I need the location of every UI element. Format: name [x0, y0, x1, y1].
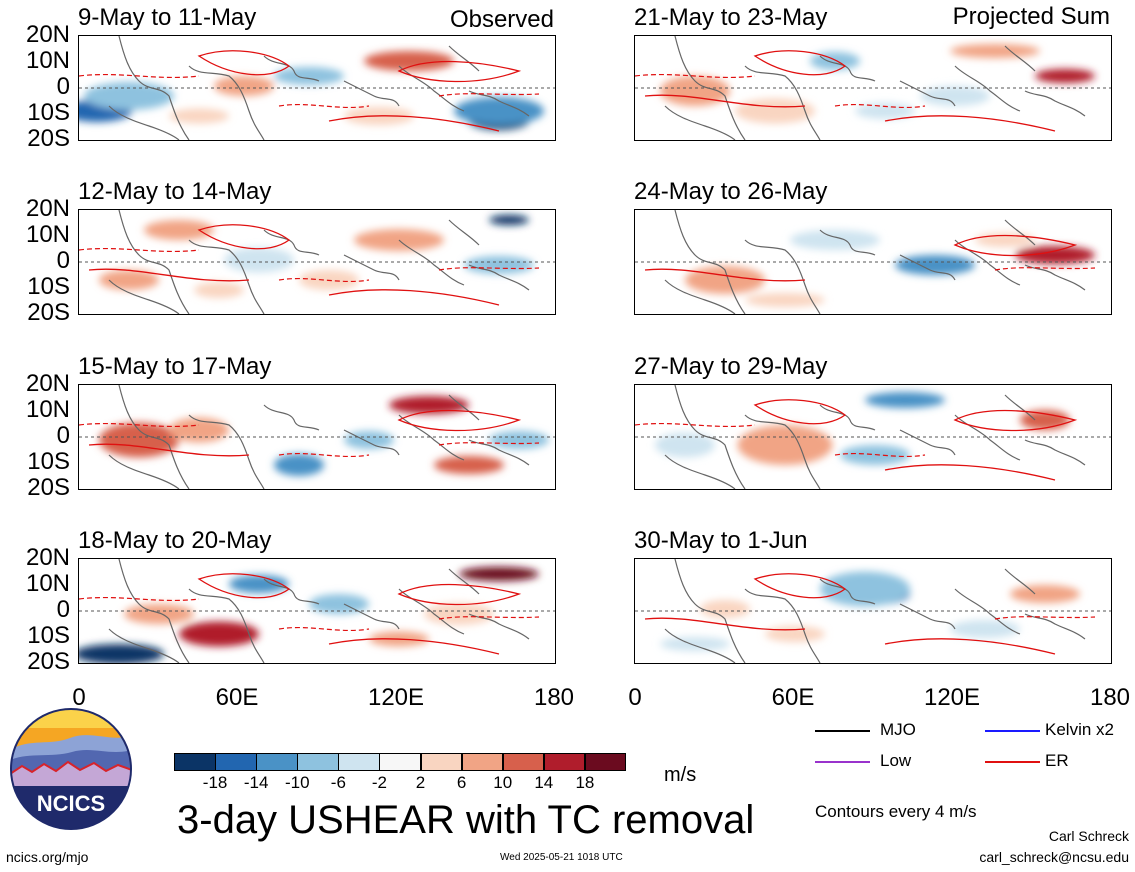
colorbar-swatch	[256, 753, 298, 771]
lon-label: 60E	[771, 684, 815, 711]
panel-title: 21-May to 23-May	[634, 4, 828, 31]
colorbar-label: 14	[534, 773, 554, 792]
lat-label: 10S	[27, 99, 70, 126]
colorbar-label: 18	[575, 773, 595, 792]
panel-title: 18-May to 20-May	[78, 527, 272, 554]
lat-label: 0	[56, 422, 70, 449]
colorbar-swatch	[297, 753, 339, 771]
lat-label: 10N	[25, 570, 70, 597]
shear-map	[634, 384, 1112, 490]
colorbar-swatch	[543, 753, 586, 771]
colorbar-label: -10	[284, 773, 310, 792]
lat-label: 0	[56, 596, 70, 623]
legend-line-mjo	[815, 730, 870, 732]
panel-title: 30-May to 1-Jun	[634, 527, 808, 554]
lat-label: 20N	[25, 370, 70, 397]
footer-timestamp: Wed 2025-05-21 1018 UTC	[500, 852, 623, 863]
lat-label: 20S	[27, 299, 70, 326]
colorbar-swatch	[379, 753, 422, 771]
lat-label: 20N	[25, 21, 70, 48]
footer-url: ncics.org/mjo	[6, 849, 89, 865]
shear-map	[634, 558, 1112, 664]
lon-label: 60E	[215, 684, 259, 711]
lon-label: 180	[533, 684, 575, 711]
main-title: 3-day USHEAR with TC removal	[177, 798, 755, 842]
lat-label: 20S	[27, 125, 70, 152]
colorbar-swatch	[174, 753, 216, 771]
panel-title: 9-May to 11-May	[78, 4, 257, 31]
colorbar-swatch	[420, 753, 463, 771]
shear-map	[634, 35, 1112, 141]
colorbar-swatch	[215, 753, 257, 771]
footer-author: Carl Schreck	[1048, 828, 1129, 844]
lat-label: 20S	[27, 474, 70, 501]
shear-map	[634, 209, 1112, 315]
lat-label: 10N	[25, 221, 70, 248]
colorbar-swatch	[502, 753, 545, 771]
projected-sum-heading: Projected Sum	[952, 3, 1110, 30]
panel-title: 27-May to 29-May	[634, 353, 828, 380]
lon-label: 0	[72, 684, 86, 711]
logo-text: NCICS	[37, 791, 105, 816]
lon-label: 180	[1089, 684, 1131, 711]
colorbar-label: 2	[415, 773, 426, 792]
shear-map	[78, 558, 556, 664]
lon-label: 120E	[367, 684, 425, 711]
colorbar-swatch	[461, 753, 504, 771]
colorbar-label: -6	[330, 773, 346, 792]
lat-label: 10S	[27, 622, 70, 649]
lat-label: 0	[56, 73, 70, 100]
lat-label: 10N	[25, 396, 70, 423]
colorbar-label: -2	[371, 773, 388, 792]
observed-heading: Observed	[449, 6, 554, 33]
legend-line-kelvin	[985, 730, 1040, 732]
colorbar-label: 10	[493, 773, 513, 792]
shear-map	[78, 35, 556, 141]
colorbar-swatch	[584, 753, 627, 771]
shear-map	[78, 209, 556, 315]
lat-label: 10S	[27, 448, 70, 475]
panel-title: 24-May to 26-May	[634, 178, 828, 205]
lat-label: 0	[56, 247, 70, 274]
lat-label: 20N	[25, 544, 70, 571]
legend-label-er: ER	[1045, 751, 1069, 770]
colorbar-label: -14	[243, 773, 269, 792]
lon-label: 0	[628, 684, 642, 711]
lat-label: 10N	[25, 47, 70, 74]
lon-label: 120E	[923, 684, 981, 711]
contour-note: Contours every 4 m/s	[815, 802, 977, 821]
panel-title: 12-May to 14-May	[78, 178, 272, 205]
ncics-logo: NCICS	[10, 708, 132, 830]
legend-label-mjo: MJO	[880, 720, 916, 739]
panel-title: 15-May to 17-May	[78, 353, 272, 380]
legend-line-low	[815, 761, 870, 763]
colorbar	[174, 753, 627, 771]
lat-label: 20N	[25, 195, 70, 222]
lat-label: 20S	[27, 648, 70, 675]
lat-label: 10S	[27, 273, 70, 300]
colorbar-label: -18	[202, 773, 228, 792]
colorbar-swatch	[338, 753, 380, 771]
colorbar-unit: m/s	[664, 764, 697, 786]
legend-label-low: Low	[880, 751, 912, 770]
colorbar-label: 6	[456, 773, 467, 792]
legend-label-kelvin: Kelvin x2	[1045, 720, 1114, 739]
legend-line-er	[985, 761, 1040, 763]
footer-email: carl_schreck@ncsu.edu	[979, 849, 1129, 865]
shear-map	[78, 384, 556, 490]
